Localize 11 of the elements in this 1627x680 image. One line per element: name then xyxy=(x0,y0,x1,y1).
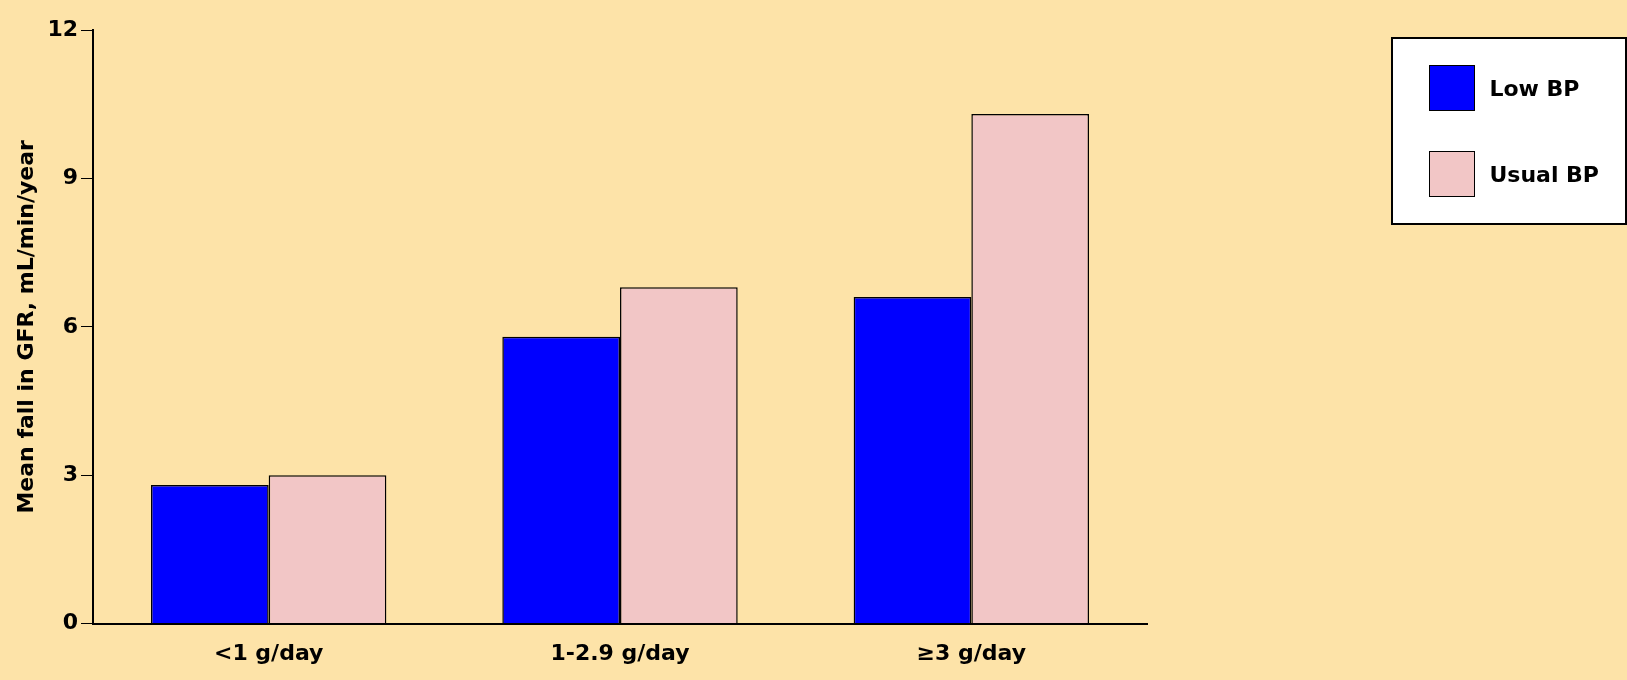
x-tick-label: <1 g/day xyxy=(213,639,324,665)
x-tick-label: 1-2.9 g/day xyxy=(550,639,690,665)
x-tick-label: ≥3 g/day xyxy=(916,639,1027,665)
y-tick-label: 9 xyxy=(62,164,79,190)
legend-label: Usual BP xyxy=(1489,161,1599,187)
y-axis-title: Mean fall in GFR, mL/min/year xyxy=(12,139,38,514)
legend-label: Low BP xyxy=(1489,75,1580,101)
y-tick-label: 12 xyxy=(47,15,79,41)
y-tick-label: 6 xyxy=(62,312,79,338)
y-tick-label: 0 xyxy=(62,609,79,635)
y-tick-label: 3 xyxy=(62,460,79,486)
